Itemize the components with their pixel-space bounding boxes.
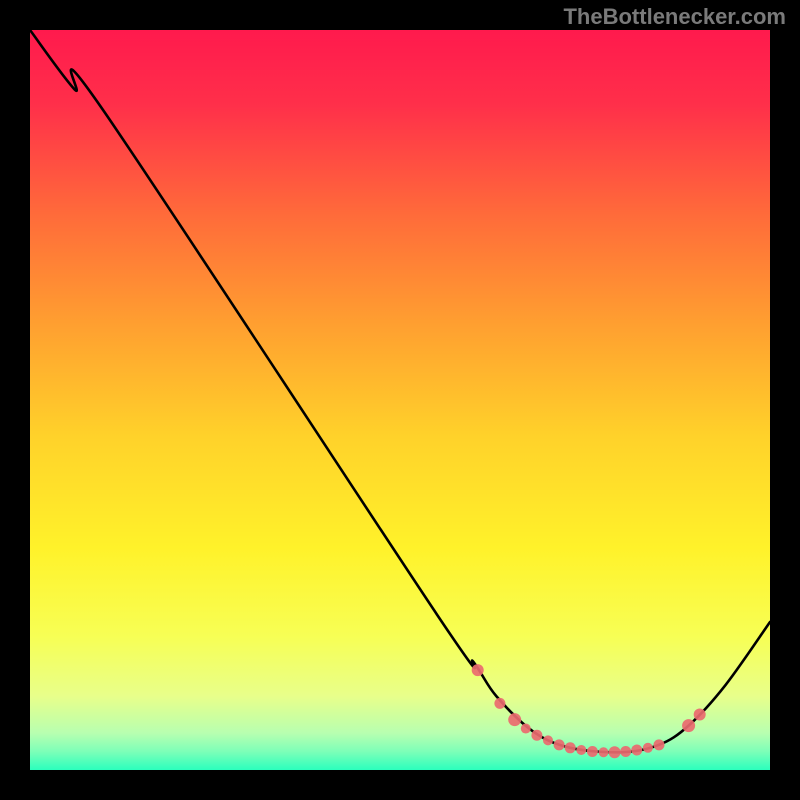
data-marker: [620, 746, 631, 757]
data-marker: [654, 739, 665, 750]
watermark-label: TheBottlenecker.com: [563, 4, 786, 30]
data-marker: [643, 743, 653, 753]
data-marker: [531, 730, 542, 741]
data-marker: [521, 724, 531, 734]
data-marker: [587, 746, 598, 757]
data-marker: [494, 698, 505, 709]
chart-svg: [0, 0, 800, 800]
data-marker: [682, 719, 695, 732]
data-marker: [599, 747, 609, 757]
data-marker: [554, 739, 565, 750]
data-marker: [609, 746, 621, 758]
data-marker: [508, 713, 521, 726]
data-marker: [631, 745, 642, 756]
data-marker: [472, 664, 484, 676]
chart-container: TheBottlenecker.com: [0, 0, 800, 800]
data-marker: [543, 735, 553, 745]
data-marker: [576, 745, 586, 755]
data-marker: [565, 742, 576, 753]
plot-background: [30, 30, 770, 770]
data-marker: [694, 709, 706, 721]
